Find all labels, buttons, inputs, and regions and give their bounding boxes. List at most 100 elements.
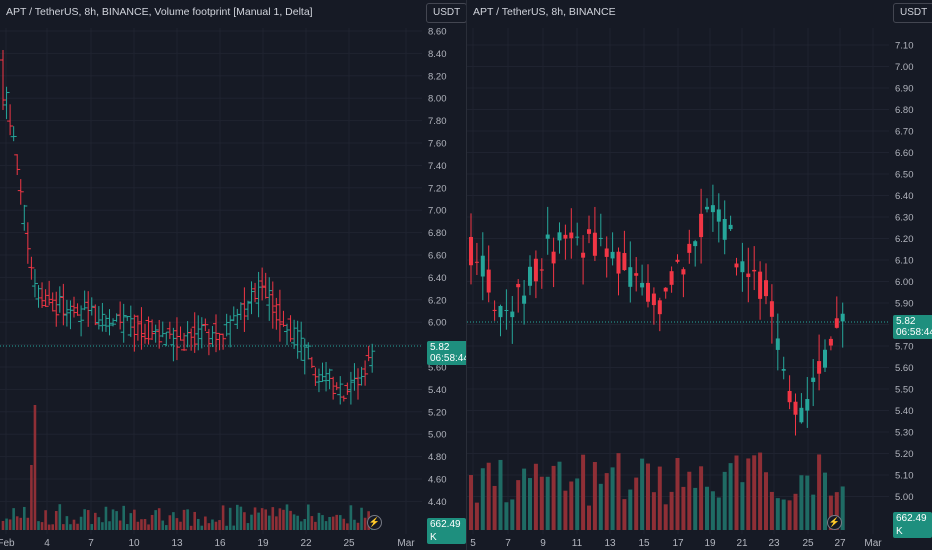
time-axis-label: 5 (470, 538, 476, 549)
price-axis-label: 5.60 (895, 363, 914, 374)
time-axis-label: 15 (638, 538, 650, 549)
price-axis-label: 6.10 (895, 256, 914, 267)
volume-bar (239, 506, 243, 530)
chart-pane-left[interactable]: 8.60 8.40 8.20 8.00 7.80 7.60 7.40 7.20 7.00 6.80… (0, 0, 466, 550)
volume-bar (12, 508, 15, 530)
price-axis-label: 6.40 (895, 191, 914, 202)
candle-body (752, 269, 757, 272)
volume-bar (299, 521, 303, 530)
volume-bar (321, 515, 324, 530)
volume-bar (356, 522, 360, 530)
volume-bar (338, 515, 342, 530)
volume-bar (533, 463, 538, 530)
volume-bar (143, 519, 147, 530)
time-axis-label: 10 (128, 538, 140, 549)
volume-bar (592, 462, 597, 530)
volume-bar (551, 465, 556, 530)
candle-body (805, 399, 810, 411)
price-axis-label: 6.90 (895, 84, 914, 95)
candle-body (787, 390, 792, 403)
candle-body (716, 209, 721, 222)
price-axis-label: 5.40 (895, 406, 914, 417)
candle-body (474, 261, 479, 263)
volume-bar (267, 515, 271, 530)
candlestick-chart-canvas[interactable]: 7.10 7.00 6.90 6.80 6.70 6.60 6.50 6.40 6.30 6.20… (467, 0, 932, 550)
volume-bar (1, 520, 5, 530)
volume-bar (296, 515, 299, 530)
volume-bar (182, 509, 186, 530)
volume-bar (840, 486, 845, 530)
candle-body (769, 301, 774, 317)
candle-body (687, 243, 692, 253)
lightning-icon[interactable]: ⚡ (827, 515, 842, 530)
volume-bar (331, 516, 335, 530)
volume-bar (663, 504, 668, 530)
price-axis-label: 5.90 (895, 299, 914, 310)
volume-bar (587, 505, 591, 530)
volume-bar (646, 463, 650, 530)
price-axis-label: 8.40 (428, 49, 447, 60)
candle-body (734, 263, 739, 268)
volume-bar (115, 511, 118, 530)
price-axis-label: 7.40 (428, 161, 447, 172)
currency-button[interactable]: USDT (893, 3, 932, 23)
volume-tag: 662.49 K (893, 512, 932, 538)
candle-body (533, 258, 538, 282)
volume-bar (264, 509, 267, 530)
price-axis-label: 4.60 (428, 475, 447, 486)
candle-body (498, 305, 503, 318)
volume-bar (282, 509, 285, 530)
chart-pane-right[interactable]: 7.10 7.00 6.90 6.80 6.70 6.60 6.50 6.40 6.30 6.20… (466, 0, 932, 550)
volume-bar (26, 517, 30, 530)
price-axis-label: 6.00 (428, 318, 447, 329)
volume-bar (232, 525, 236, 530)
volume-bar (168, 515, 172, 530)
candle-body (504, 310, 509, 312)
time-axis-label: 19 (704, 538, 716, 549)
price-axis-label: 6.50 (895, 170, 914, 181)
volume-bar (598, 483, 603, 530)
volume-bar (161, 520, 165, 530)
volume-bar (228, 507, 232, 530)
volume-bar (90, 524, 94, 530)
volume-bar (122, 505, 125, 530)
time-axis-label: 27 (834, 538, 846, 549)
volume-bar (19, 517, 23, 530)
price-axis-label: 6.20 (895, 234, 914, 245)
lightning-icon[interactable]: ⚡ (367, 515, 382, 530)
last-price: 5.82 (896, 316, 916, 327)
candle-body (598, 237, 603, 239)
time-axis-label: 7 (505, 538, 511, 549)
candle-body (622, 253, 627, 271)
volume-bar (275, 516, 278, 530)
volume-bar (469, 475, 473, 530)
volume-bar (253, 507, 257, 530)
candle-body (569, 232, 574, 239)
volume-bar (764, 472, 768, 530)
volume-bar (47, 524, 51, 530)
volume-bar (360, 507, 363, 530)
volume-bar (44, 510, 47, 530)
footprint-chart-canvas[interactable]: 8.60 8.40 8.20 8.00 7.80 7.60 7.40 7.20 7.00 6.80… (0, 0, 466, 550)
volume-bar (651, 492, 656, 530)
time-axis-label: 11 (572, 538, 583, 549)
price-axis-label: 6.60 (895, 148, 914, 159)
volume-bar (30, 465, 33, 530)
candle-body (781, 369, 786, 371)
candle-body (669, 271, 674, 285)
price-axis-label: 8.00 (428, 94, 447, 105)
volume-bar (510, 499, 515, 530)
price-axis-label: 6.80 (428, 228, 447, 239)
last-price: 5.82 (430, 342, 450, 353)
volume-bar (346, 523, 349, 530)
candle-body (510, 311, 515, 318)
currency-button[interactable]: USDT (426, 3, 466, 23)
volume-bar (218, 520, 221, 530)
price-axis-label: 5.20 (428, 407, 447, 418)
candle-body (663, 287, 668, 292)
volume-bar (669, 491, 674, 530)
volume-bar (58, 504, 62, 530)
candle-body (628, 267, 633, 287)
price-axis-label: 8.60 (428, 27, 447, 38)
time-axis-label: 9 (540, 538, 546, 549)
